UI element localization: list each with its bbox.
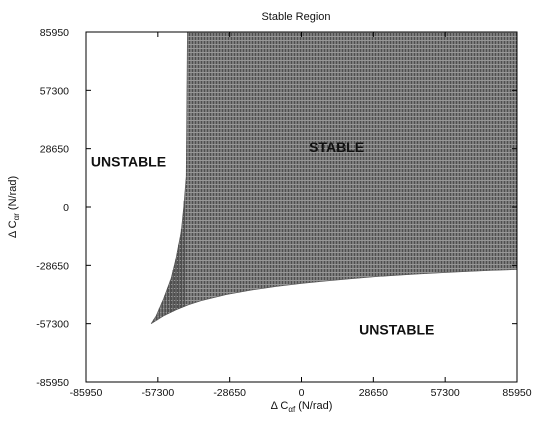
boundary-step-bar [158,308,160,319]
boundary-step-bar [153,319,155,322]
boundary-step-bar [164,295,166,316]
y-axis-title: Δ Cαr(N/rad) [7,176,21,238]
x-tick-label: 28650 [359,387,388,399]
boundary-step-bar [172,270,174,312]
stable-region-area [150,31,518,324]
x-axis-label: Δ Cαf (N/rad) [271,400,333,414]
y-tick-label: 0 [63,202,69,214]
x-tick-label: -85950 [70,387,103,399]
x-tick-label: -57300 [141,387,174,399]
boundary-step-bar [161,302,163,317]
y-tick-label: 28650 [40,144,69,156]
unstable-label: UNSTABLE [91,153,166,169]
boundary-step-bar [180,229,183,308]
x-tick-label: 57300 [431,387,460,399]
y-tick-label: 57300 [40,85,69,97]
y-axis-label: Δ Cαr(N/rad) [7,176,21,238]
y-tick-label: -57300 [36,319,69,331]
x-tick-label: -28650 [213,387,246,399]
y-tick-label: -85950 [36,377,69,389]
unstable-label: UNSTABLE [359,321,434,337]
boundary-step-bar [183,200,185,307]
chart-title: Stable Region [261,11,330,23]
y-tick-label: 85950 [40,27,69,39]
boundary-step-bar [167,287,169,314]
x-tick-label: 0 [299,387,305,399]
stable-label: STABLE [309,139,364,155]
x-axis-title: Δ Cαf (N/rad) [271,400,333,414]
x-tick-label: 85950 [502,387,531,399]
boundary-step-bar [169,280,172,313]
y-tick-label: -28650 [36,260,69,272]
boundary-step-bar [175,258,177,310]
axis-ticks: -85950 -57300 -28650 0 28650 57300 85950 -85950… [36,27,531,399]
boundary-step-bar [178,244,180,309]
left-boundary-steps [153,200,185,322]
region-annotations: UNSTABLE STABLE UNSTABLE [91,139,434,337]
boundary-step-bar [156,314,158,321]
